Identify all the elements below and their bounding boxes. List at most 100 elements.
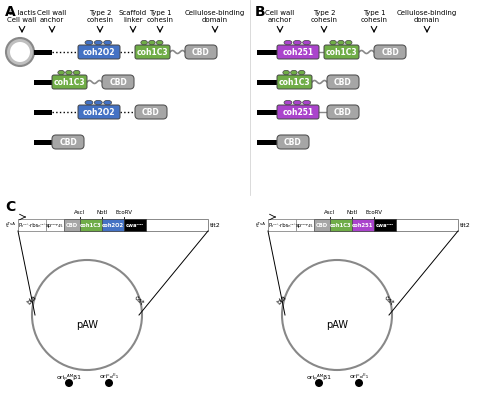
Text: Pₙᴵˢᴬ·rbsₙᴵˢᴬ: Pₙᴵˢᴬ·rbsₙᴵˢᴬ (268, 223, 296, 227)
FancyBboxPatch shape (277, 45, 319, 59)
FancyBboxPatch shape (277, 135, 309, 149)
Ellipse shape (85, 100, 93, 105)
Text: EcoRV: EcoRV (116, 210, 132, 215)
Bar (257, 50, 277, 54)
Text: oriₚᴬᴹβ1: oriₚᴬᴹβ1 (56, 374, 82, 380)
Text: bla: bla (26, 294, 38, 306)
Text: cat: cat (133, 294, 145, 306)
Ellipse shape (338, 40, 344, 45)
Text: Type 2
cohesin: Type 2 cohesin (86, 10, 114, 23)
Text: spᴹˢᵖ₄₅: spᴹˢᵖ₄₅ (296, 223, 314, 227)
Text: coh2O2: coh2O2 (102, 223, 124, 227)
Text: coh1C3: coh1C3 (136, 48, 168, 56)
Text: CBD: CBD (284, 138, 302, 147)
Text: coh1C3: coh1C3 (278, 78, 310, 87)
FancyBboxPatch shape (135, 105, 167, 119)
Ellipse shape (141, 40, 148, 45)
Ellipse shape (74, 71, 80, 75)
Text: coh1C3: coh1C3 (330, 223, 352, 227)
Ellipse shape (94, 100, 102, 105)
Text: Type 1
cohesin: Type 1 cohesin (146, 10, 174, 23)
Text: CBD: CBD (334, 108, 352, 117)
Ellipse shape (298, 71, 305, 75)
Text: CBD: CBD (66, 223, 78, 227)
Bar (352, 219, 374, 231)
Ellipse shape (85, 40, 93, 45)
Text: coh251: coh251 (352, 223, 374, 227)
Text: CBD: CBD (59, 138, 77, 147)
Text: C: C (5, 200, 15, 214)
Text: Cell wall
anchor: Cell wall anchor (38, 10, 66, 23)
Ellipse shape (104, 100, 112, 105)
FancyBboxPatch shape (324, 45, 359, 59)
Circle shape (355, 379, 363, 387)
FancyBboxPatch shape (52, 135, 84, 149)
Circle shape (36, 264, 138, 366)
Text: coh1C3: coh1C3 (80, 223, 102, 227)
Ellipse shape (104, 40, 112, 45)
Bar (34, 110, 52, 115)
FancyBboxPatch shape (135, 45, 170, 59)
Bar (34, 50, 52, 54)
FancyBboxPatch shape (277, 75, 312, 89)
Text: pAW: pAW (326, 320, 348, 330)
Text: oriᶜₒₗᴱ₁: oriᶜₒₗᴱ₁ (100, 375, 118, 379)
Ellipse shape (302, 100, 310, 105)
Bar (102, 219, 124, 231)
FancyBboxPatch shape (78, 105, 120, 119)
Ellipse shape (94, 40, 102, 45)
Text: cwaᴹᴹ: cwaᴹᴹ (126, 223, 144, 227)
Text: L. lactis
Cell wall: L. lactis Cell wall (8, 10, 36, 23)
FancyBboxPatch shape (374, 45, 406, 59)
Text: cat: cat (383, 294, 395, 306)
Text: coh1C3: coh1C3 (326, 48, 358, 56)
Bar (268, 219, 296, 231)
Text: coh251: coh251 (282, 48, 314, 56)
Bar (18, 219, 46, 231)
FancyBboxPatch shape (102, 75, 134, 89)
Text: A: A (5, 5, 16, 19)
Text: oriᶜₒₗᴱ₁: oriᶜₒₗᴱ₁ (350, 375, 368, 379)
Bar (257, 139, 277, 145)
Bar (374, 219, 396, 231)
Bar (296, 219, 314, 231)
FancyBboxPatch shape (78, 45, 120, 59)
Text: Cellulose-binding
domain: Cellulose-binding domain (397, 10, 457, 23)
Text: CBD: CBD (109, 78, 127, 87)
Text: NotI: NotI (96, 210, 108, 215)
Text: Type 2
cohesin: Type 2 cohesin (310, 10, 338, 23)
Text: Type 1
cohesin: Type 1 cohesin (360, 10, 388, 23)
Text: Cell wall
anchor: Cell wall anchor (266, 10, 294, 23)
Ellipse shape (290, 71, 297, 75)
Ellipse shape (346, 40, 352, 45)
Bar (34, 80, 52, 84)
Text: Pₙᴵˢᴬ·rbsₙᴵˢᴬ: Pₙᴵˢᴬ·rbsₙᴵˢᴬ (18, 223, 46, 227)
Ellipse shape (156, 40, 163, 45)
Ellipse shape (148, 40, 155, 45)
Text: Cellulose-binding
domain: Cellulose-binding domain (185, 10, 245, 23)
Text: cwaᴹᴹ: cwaᴹᴹ (376, 223, 394, 227)
Ellipse shape (284, 100, 292, 105)
Circle shape (286, 264, 388, 366)
Bar (257, 110, 277, 115)
Ellipse shape (284, 40, 292, 45)
Bar (80, 219, 102, 231)
Circle shape (315, 379, 323, 387)
Text: AscI: AscI (324, 210, 336, 215)
Text: pAW: pAW (76, 320, 98, 330)
Ellipse shape (58, 71, 64, 75)
Circle shape (65, 379, 73, 387)
Bar (34, 139, 52, 145)
Bar (268, 219, 458, 231)
Circle shape (6, 38, 34, 66)
Bar (330, 219, 352, 231)
Text: CBD: CBD (142, 108, 160, 117)
Text: EcoRV: EcoRV (366, 210, 382, 215)
Text: bla: bla (276, 294, 288, 306)
FancyBboxPatch shape (277, 105, 319, 119)
Text: oriₚᴬᴹβ1: oriₚᴬᴹβ1 (306, 374, 332, 380)
Ellipse shape (294, 100, 302, 105)
Circle shape (105, 379, 113, 387)
FancyBboxPatch shape (185, 45, 217, 59)
Text: NotI: NotI (346, 210, 358, 215)
